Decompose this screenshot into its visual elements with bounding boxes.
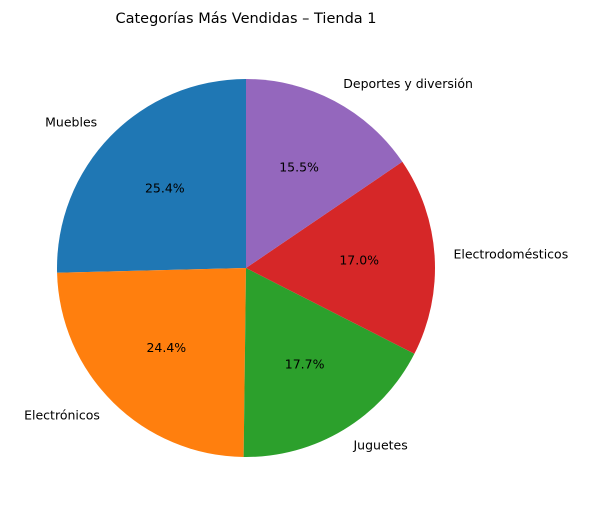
slice-label: Electrodomésticos <box>453 246 568 261</box>
slice-percent-label: 24.4% <box>146 340 186 355</box>
slice-label: Muebles <box>45 114 97 129</box>
slice-percent-label: 17.0% <box>339 252 379 267</box>
chart-title: Categorías Más Vendidas – Tienda 1 <box>115 11 376 27</box>
pie-labels: Muebles 25.4% Electrónicos 24.4% Juguetes 17.… <box>24 76 568 453</box>
pie-slices <box>57 78 435 458</box>
slice-percent-label: 17.7% <box>285 357 325 372</box>
pie-slice <box>246 161 435 354</box>
slice-label: Deportes y diversión <box>343 76 473 91</box>
slice-percent-label: 15.5% <box>279 159 319 174</box>
slice-label: Electrónicos <box>24 407 100 422</box>
pie-slice <box>243 268 415 458</box>
pie-slice <box>57 79 246 273</box>
pie-slice <box>57 268 247 457</box>
slice-label: Juguetes <box>353 437 408 452</box>
slice-percent-label: 25.4% <box>145 180 185 195</box>
pie-slice <box>246 78 403 268</box>
